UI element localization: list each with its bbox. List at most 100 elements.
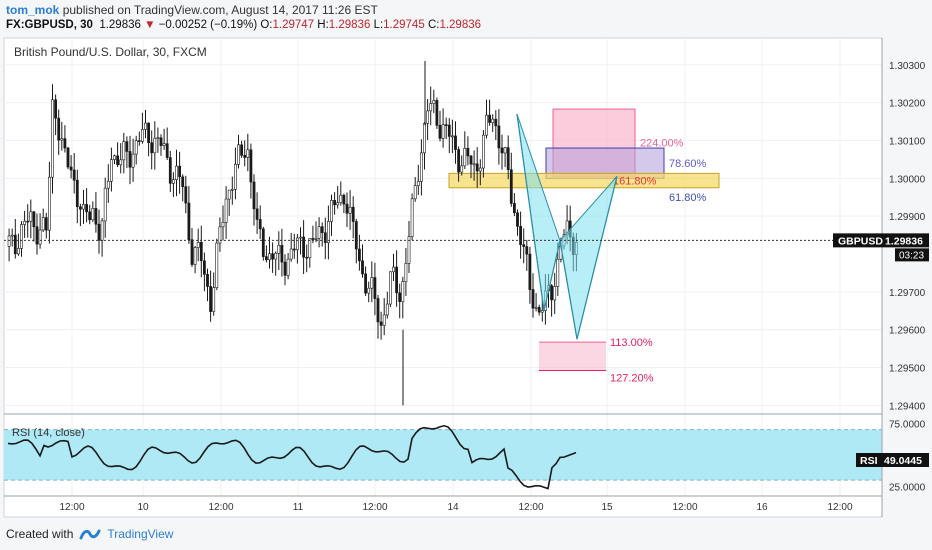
time-axis: 12:00 10 12:00 11 12:00 14 12:00 15 12:00 16 12:00: [59, 502, 852, 513]
candle-body: [246, 149, 250, 158]
candle-body: [376, 298, 380, 323]
candle-body: [261, 228, 265, 257]
candle-body: [66, 147, 70, 168]
candle-body: [385, 303, 389, 316]
price-candles: [7, 61, 578, 406]
price-axis: 1.30300 1.30200 1.30100 1.30000 1.29900 1.297…: [889, 61, 926, 494]
candle-body: [227, 189, 231, 200]
c-label: C:: [427, 19, 440, 31]
candle-body: [317, 226, 321, 239]
change-value: −0.00252 (−0.19%): [158, 19, 258, 31]
candle-body: [472, 163, 476, 166]
candle-body: [97, 223, 101, 241]
candle-body: [323, 232, 327, 243]
x-tick-6: 12:00: [518, 502, 543, 513]
candle-body: [26, 220, 30, 223]
candle-body: [218, 226, 222, 244]
created-with-text: Created with: [6, 527, 74, 541]
candle-body: [110, 159, 113, 182]
candle-body: [35, 226, 39, 245]
candle-body: [367, 287, 371, 294]
symbol-label: FX:GBPUSD, 30: [6, 19, 93, 31]
candle-body: [199, 242, 203, 262]
candle-body: [94, 208, 98, 225]
candle-body: [531, 289, 535, 309]
candle-body: [106, 180, 110, 189]
candle-body: [82, 204, 85, 210]
candle-body: [438, 125, 442, 139]
y-tick-8: 1.29400: [889, 401, 926, 412]
candle-body: [47, 176, 51, 231]
candle-body: [85, 204, 89, 213]
candle-body: [407, 236, 411, 264]
candle-body: [264, 256, 268, 261]
candle-body: [125, 141, 129, 152]
author-link[interactable]: tom_mok: [6, 3, 60, 17]
candle-body: [351, 206, 355, 222]
candle-body: [519, 226, 523, 245]
candle-body: [7, 235, 11, 247]
rsi-tag-name: RSI: [860, 455, 878, 467]
candle-body: [175, 165, 178, 180]
chart-canvas[interactable]: 224.00% 78.60% 161.80% 61.80% 113.00% 127.20%…: [0, 36, 932, 522]
level-label-4: 113.00%: [610, 337, 653, 349]
candle-body: [537, 307, 541, 313]
x-tick-2: 12:00: [208, 502, 233, 513]
candle-body: [553, 286, 557, 301]
candle-body: [280, 244, 284, 263]
candle-body: [292, 248, 296, 251]
candle-body: [141, 129, 144, 142]
candle-body: [432, 100, 436, 104]
candle-body: [41, 217, 45, 231]
candle-body: [540, 310, 544, 313]
candle-body: [481, 134, 485, 169]
candle-body: [119, 159, 123, 166]
candle-body: [156, 137, 160, 140]
candle-body: [128, 151, 132, 168]
chart-title: British Pound/U.S. Dollar, 30, FXCM: [14, 45, 207, 59]
y-tick-3: 1.30000: [889, 174, 926, 185]
x-tick-3: 11: [293, 502, 304, 513]
candle-body: [230, 188, 234, 191]
candle-body: [162, 143, 166, 146]
candle-body: [258, 219, 262, 230]
y-tick-1: 1.30200: [889, 99, 926, 110]
candle-body: [416, 181, 420, 186]
level-band-4: [539, 342, 606, 371]
candle-body: [268, 253, 271, 261]
candle-body: [289, 248, 293, 260]
tradingview-brand[interactable]: TradingView: [107, 527, 174, 541]
h-label: H:: [317, 19, 329, 31]
candle-body: [113, 155, 116, 160]
candle-body: [274, 253, 278, 260]
y-tick-2: 1.30100: [889, 136, 926, 147]
candle-body: [159, 137, 163, 146]
candle-body: [54, 99, 58, 119]
candle-body: [469, 155, 473, 165]
candle-body: [131, 153, 135, 168]
candle-body: [134, 140, 138, 155]
y-tick-5: 1.29700: [889, 288, 926, 299]
candle-body: [249, 149, 253, 183]
candle-body: [419, 152, 423, 182]
candle-body: [88, 211, 92, 221]
candle-body: [240, 144, 244, 156]
c-value: 1.29836: [439, 19, 482, 31]
level-label-1: 78.60%: [669, 158, 707, 170]
candle-body: [491, 118, 495, 123]
candle-body: [314, 238, 318, 240]
tradingview-logo-icon: [79, 529, 101, 540]
candle-body: [79, 206, 82, 210]
x-tick-1: 10: [137, 502, 149, 513]
candle-body: [224, 198, 228, 223]
candle-body: [404, 262, 408, 282]
candle-body: [209, 286, 213, 312]
rsi-tag: RSI 49.0445: [856, 453, 929, 467]
candle-body: [457, 149, 461, 173]
candle-body: [144, 122, 147, 130]
l-value: 1.29745: [383, 19, 425, 31]
candle-body: [534, 307, 538, 309]
candle-body: [488, 114, 492, 123]
candle-body: [51, 99, 54, 178]
footer: Created with TradingView: [6, 527, 173, 541]
